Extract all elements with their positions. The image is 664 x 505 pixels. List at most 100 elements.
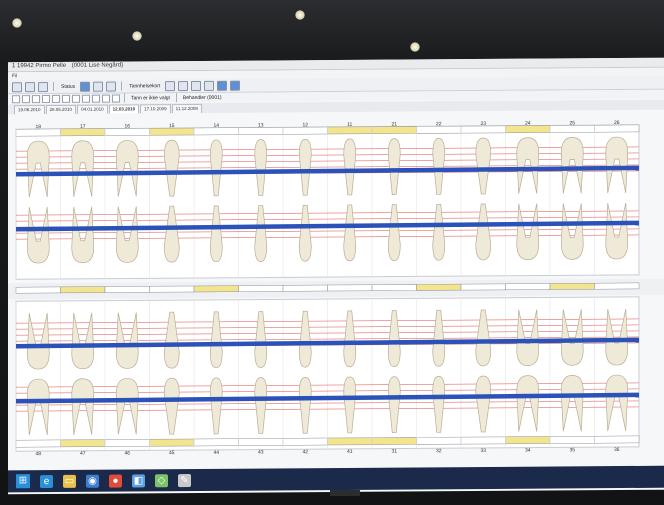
tooth-illustration — [605, 202, 629, 260]
open-icon[interactable] — [38, 81, 48, 92]
tooth-illustration — [560, 375, 584, 432]
print-icon[interactable] — [25, 81, 35, 92]
tooth-illustration — [71, 206, 95, 264]
periodontal-chart: 18 17 16 15 14 13 12 11 21 22 23 24 25 26 48 47 46 45 44 4… — [8, 120, 664, 457]
tooth-selection-status: Tann er ikke valgt — [131, 94, 170, 101]
probing-cell — [238, 285, 284, 292]
tool-square[interactable] — [42, 94, 50, 103]
status-icon[interactable] — [80, 81, 91, 92]
tooth-shape — [209, 311, 223, 369]
date-tab[interactable]: 19.06.2010 — [14, 105, 45, 115]
tooth-illustration — [115, 312, 139, 369]
ie-icon[interactable]: e — [40, 474, 53, 488]
tool-square[interactable] — [112, 94, 120, 103]
tooth-number-label: 41 — [347, 449, 353, 455]
menu-item-fil[interactable]: Fil — [12, 73, 18, 80]
tooth-illustration — [343, 138, 357, 196]
tooth-shape — [298, 310, 312, 368]
tooth-illustration — [254, 311, 268, 368]
tooth-shape — [560, 309, 584, 366]
tooth-shape — [26, 206, 50, 264]
tooth-shape — [163, 205, 180, 263]
tooth-illustration — [298, 310, 312, 368]
file-explorer-icon[interactable]: ▭ — [63, 474, 76, 488]
tooth-shape — [26, 312, 50, 370]
search-icon[interactable] — [217, 80, 228, 91]
paint-icon[interactable]: ✎ — [178, 473, 191, 487]
save-icon[interactable] — [12, 81, 22, 92]
tooth-number-label: 14 — [213, 123, 219, 129]
tooth-shape — [209, 139, 223, 197]
tooth-shape — [387, 310, 401, 367]
grid-icon[interactable] — [191, 80, 202, 91]
tooth-illustration — [163, 311, 180, 369]
tooth-illustration — [605, 308, 629, 366]
date-tab[interactable]: 04.01.2010 — [77, 104, 108, 114]
status-label: Status — [61, 83, 76, 90]
tooth-illustration — [298, 376, 312, 434]
tooth-number-label: 15 — [169, 123, 175, 129]
tooth-illustration — [115, 206, 139, 263]
tooth-number-label: 24 — [525, 121, 531, 127]
date-tab[interactable]: 12.03.2010 — [108, 104, 140, 114]
tooth-shape — [298, 204, 312, 262]
tooth-number-label: 18 — [35, 124, 41, 130]
tool-square[interactable] — [32, 94, 40, 103]
probing-cell — [15, 439, 61, 448]
tooth-shape — [71, 312, 95, 370]
tooth-shape — [71, 206, 95, 264]
behandler-label[interactable]: Behandler (0001) — [182, 94, 222, 101]
tool-square[interactable] — [72, 94, 80, 103]
probing-cell — [416, 283, 462, 291]
date-tab[interactable]: 17.10.2009 — [140, 104, 171, 114]
tooth-shape — [605, 374, 629, 432]
tooth-illustration — [163, 139, 180, 197]
tooth-illustration — [26, 378, 50, 436]
tool-square[interactable] — [52, 94, 60, 103]
start-button[interactable]: ⊞ — [16, 474, 30, 489]
tooth-shape — [475, 137, 492, 195]
chart-icon[interactable] — [93, 81, 104, 92]
tooth-shape — [516, 309, 540, 367]
tool-square[interactable] — [82, 94, 90, 103]
ceiling-light — [132, 31, 142, 41]
tool-square[interactable] — [102, 94, 110, 103]
tooth-shape — [432, 137, 446, 195]
tooth-illustration — [254, 205, 268, 262]
tool-square[interactable] — [92, 94, 100, 103]
tooth-illustration — [475, 375, 492, 433]
table-icon[interactable] — [106, 81, 117, 92]
tooth-number-label: 42 — [302, 449, 308, 455]
tooth-illustration — [209, 311, 223, 369]
tannhelsekort-label[interactable]: Tannhelsekort — [129, 82, 161, 89]
settings-icon[interactable] — [230, 80, 241, 91]
tooth-number-label: 12 — [302, 122, 308, 128]
probing-cell — [371, 437, 417, 446]
ceiling-light — [410, 42, 420, 52]
tooth-illustration — [605, 374, 629, 432]
tooth-illustration — [475, 137, 492, 195]
camera-icon[interactable] — [178, 80, 189, 91]
tooth-illustration — [387, 310, 401, 367]
tool-square[interactable] — [62, 94, 70, 103]
store-icon[interactable]: ◉ — [86, 474, 99, 488]
probing-cell — [416, 436, 462, 445]
probing-cell — [193, 285, 239, 293]
list-icon[interactable] — [204, 80, 215, 91]
date-tab[interactable]: 11.12.2008 — [171, 103, 202, 114]
chrome-icon[interactable]: ● — [109, 474, 122, 488]
tool-square[interactable] — [12, 94, 20, 103]
tooth-illustration — [26, 206, 50, 264]
app-icon[interactable]: ◧ — [132, 473, 145, 487]
tooth-shape — [387, 376, 401, 433]
tooth-illustration — [516, 137, 540, 194]
document-icon[interactable] — [165, 80, 176, 91]
tool-square[interactable] — [22, 94, 30, 103]
app-icon[interactable]: ◇ — [155, 473, 168, 487]
tooth-number-label: 36 — [614, 447, 620, 453]
tooth-illustration — [209, 205, 223, 263]
date-tab[interactable]: 28.05.2010 — [45, 104, 77, 115]
tooth-number-label: 43 — [258, 450, 264, 456]
probing-cell — [594, 435, 640, 444]
tooth-shape — [475, 309, 492, 367]
